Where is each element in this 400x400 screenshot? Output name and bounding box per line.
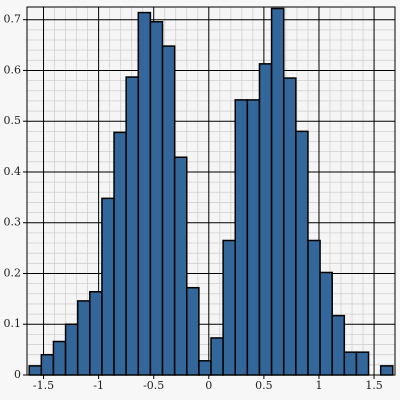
y-tick-label: 0 [14,368,21,381]
bar [246,99,261,376]
y-tick-label: 0.2 [4,266,22,279]
x-tick-label: 1.5 [365,379,383,392]
bar [258,63,273,376]
bar [222,239,236,376]
bar [173,156,188,376]
bar [101,197,115,376]
bar [186,286,200,376]
bar [137,11,152,376]
x-tick-label: -0.5 [143,379,164,392]
bar [319,271,333,376]
bar [149,20,164,376]
bar [270,7,285,376]
y-tick-label: 0.5 [4,114,22,127]
bar [343,351,358,376]
bar [234,99,249,376]
y-tick-label: 0.7 [4,13,22,26]
bar [89,291,103,376]
bar [64,323,79,376]
x-tick-label: -1 [93,379,104,392]
bar [52,340,67,376]
bar [40,353,55,376]
bar [198,360,212,376]
y-tick-label: 0.6 [4,63,22,76]
x-tick-label: 1 [315,379,322,392]
x-tick-label: -1.5 [33,379,54,392]
bar [379,365,394,376]
y-tick-label: 0.1 [4,317,22,330]
bar [28,365,43,376]
plot-frame [26,6,396,376]
x-tick-label: 0.5 [255,379,273,392]
bar [113,131,127,376]
y-tick-label: 0.4 [4,165,22,178]
bar [295,130,309,376]
bar [161,45,176,376]
bar [76,300,91,376]
bar [125,76,140,376]
x-tick-label: 0 [205,379,212,392]
bar [282,77,297,376]
bar [307,239,321,376]
y-tick-label: 0.3 [4,216,22,229]
bar [355,351,370,376]
bar [331,314,346,376]
bar [210,337,224,376]
